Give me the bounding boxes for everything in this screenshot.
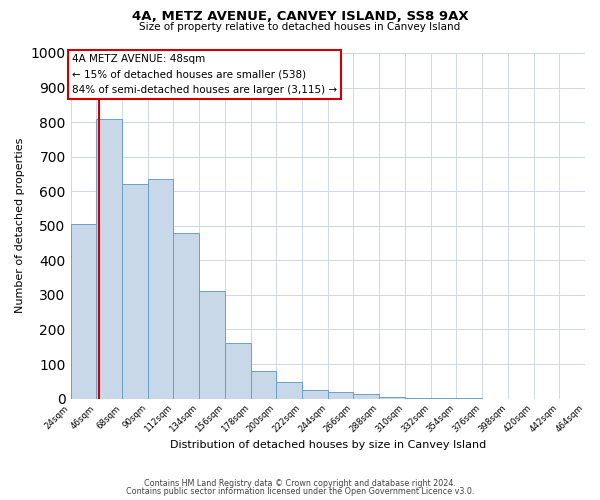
Bar [379, 397, 405, 398]
Y-axis label: Number of detached properties: Number of detached properties [15, 138, 25, 314]
Bar [199, 292, 225, 399]
Text: Contains public sector information licensed under the Open Government Licence v3: Contains public sector information licen… [126, 487, 474, 496]
Text: 4A, METZ AVENUE, CANVEY ISLAND, SS8 9AX: 4A, METZ AVENUE, CANVEY ISLAND, SS8 9AX [131, 10, 469, 23]
Bar [122, 184, 148, 398]
Text: 4A METZ AVENUE: 48sqm
← 15% of detached houses are smaller (538)
84% of semi-det: 4A METZ AVENUE: 48sqm ← 15% of detached … [72, 54, 337, 95]
Bar [148, 179, 173, 398]
Bar [251, 371, 277, 398]
Bar [96, 118, 122, 398]
Bar [328, 392, 353, 398]
Text: Contains HM Land Registry data © Crown copyright and database right 2024.: Contains HM Land Registry data © Crown c… [144, 478, 456, 488]
Bar [225, 344, 251, 398]
Bar [353, 394, 379, 398]
Bar [302, 390, 328, 398]
X-axis label: Distribution of detached houses by size in Canvey Island: Distribution of detached houses by size … [170, 440, 486, 450]
Text: Size of property relative to detached houses in Canvey Island: Size of property relative to detached ho… [139, 22, 461, 32]
Bar [173, 232, 199, 398]
Bar [277, 382, 302, 398]
Bar [71, 224, 96, 398]
